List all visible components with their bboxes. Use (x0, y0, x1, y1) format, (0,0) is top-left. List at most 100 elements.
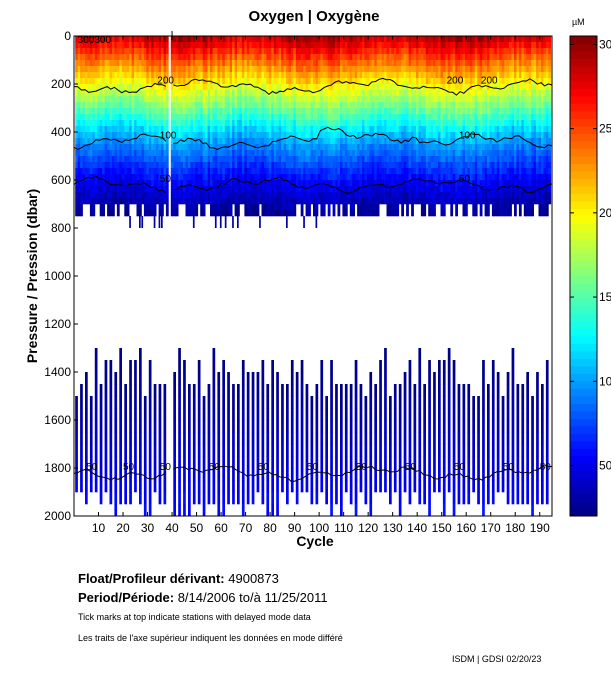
heatmap-cell (173, 108, 177, 115)
heatmap-cell (165, 96, 169, 103)
heatmap-cell (489, 102, 493, 109)
heatmap-cell (335, 198, 338, 205)
heatmap-cell (259, 132, 262, 139)
heatmap-cell (124, 168, 128, 175)
heatmap-cell (124, 96, 128, 103)
heatmap-cell (202, 36, 206, 43)
heatmap-cell (143, 90, 147, 97)
heatmap-cell (469, 42, 473, 49)
heatmap-cell (452, 72, 456, 79)
heatmap-cell (212, 102, 216, 109)
heatmap-cell (77, 108, 81, 115)
heatmap-cell (305, 114, 309, 121)
heatmap-cell (136, 138, 140, 145)
heatmap-cell (354, 168, 358, 175)
heatmap-cell (386, 114, 390, 121)
heatmap-cell (317, 72, 321, 79)
heatmap-cell (447, 174, 451, 181)
heatmap-cell (246, 96, 250, 103)
heatmap-cell (342, 180, 346, 187)
heatmap-cell (227, 42, 230, 49)
heatmap-cell (237, 90, 240, 97)
heatmap-cell (440, 90, 444, 97)
heatmap-cell (416, 156, 419, 163)
heatmap-cell (261, 126, 265, 133)
heatmap-cell (403, 60, 407, 67)
heatmap-cell (413, 174, 417, 181)
heatmap-cell (384, 114, 387, 121)
heatmap-cell (469, 174, 473, 181)
heatmap-cell (298, 174, 302, 181)
heatmap-cell (364, 90, 368, 97)
heatmap-cell (217, 102, 221, 109)
heatmap-cell (460, 36, 463, 43)
heatmap-cell (433, 90, 436, 97)
heatmap-cell (139, 192, 142, 199)
heatmap-cell (450, 204, 454, 211)
heatmap-cell (219, 60, 223, 67)
heatmap-cell (165, 126, 169, 133)
heatmap-cell (428, 54, 431, 61)
heatmap-cell (224, 114, 228, 121)
heatmap-cell (396, 36, 400, 43)
heatmap-cell (411, 186, 414, 193)
heatmap-cell (374, 180, 378, 187)
heatmap-cell (484, 42, 488, 49)
heatmap-cell (97, 42, 101, 49)
heatmap-cell (398, 156, 402, 163)
heatmap-cell (212, 120, 216, 127)
heatmap-cell (364, 48, 368, 55)
heatmap-cell (102, 180, 105, 187)
heatmap-cell (273, 72, 277, 79)
heatmap-cell (151, 66, 154, 73)
heatmap-cell (175, 108, 179, 115)
heatmap-cell (212, 180, 216, 187)
heatmap-cell (195, 54, 199, 61)
heatmap-cell (347, 102, 351, 109)
heatmap-cell (487, 132, 490, 139)
heatmap-cell (288, 186, 292, 193)
heatmap-cell (278, 84, 282, 91)
heatmap-cell (180, 102, 184, 109)
heatmap-cell (423, 150, 427, 157)
heatmap-cell (298, 72, 302, 79)
heatmap-cell (139, 42, 142, 49)
heatmap-cell (249, 156, 253, 163)
heatmap-cell (183, 114, 186, 121)
heatmap-cell (384, 102, 387, 109)
heatmap-cell (183, 174, 186, 181)
heatmap-cell (349, 210, 353, 217)
heatmap-cell (369, 54, 373, 61)
heatmap-cell (143, 60, 147, 67)
heatmap-cell (315, 78, 319, 85)
heatmap-cell (366, 54, 370, 61)
heatmap-cell (366, 168, 370, 175)
heatmap-cell (460, 192, 463, 199)
heatmap-cell (482, 84, 485, 91)
heatmap-cell (433, 132, 436, 139)
heatmap-cell (396, 150, 400, 157)
heatmap-cell (381, 54, 385, 61)
heatmap-cell (119, 78, 123, 85)
heatmap-cell (315, 210, 319, 217)
heatmap-cell (264, 66, 267, 73)
heatmap-cell (477, 78, 480, 85)
heatmap-cell (401, 102, 404, 109)
heatmap-cell (391, 72, 395, 79)
heatmap-cell (491, 180, 495, 187)
heatmap-cell (457, 66, 461, 73)
heatmap-cell (484, 138, 488, 145)
heatmap-cell (295, 84, 299, 91)
heatmap-cell (195, 144, 199, 151)
heatmap-cell (183, 186, 186, 193)
heatmap-cell (418, 84, 422, 91)
heatmap-cell (227, 174, 230, 181)
heatmap-cell (219, 192, 223, 199)
heatmap-cell (219, 120, 223, 127)
heatmap-cell (75, 72, 78, 79)
heatmap-cell (222, 210, 226, 217)
heatmap-cell (354, 66, 358, 73)
heatmap-cell (224, 48, 228, 55)
heatmap-cell (80, 78, 83, 85)
heatmap-cell (107, 138, 110, 145)
